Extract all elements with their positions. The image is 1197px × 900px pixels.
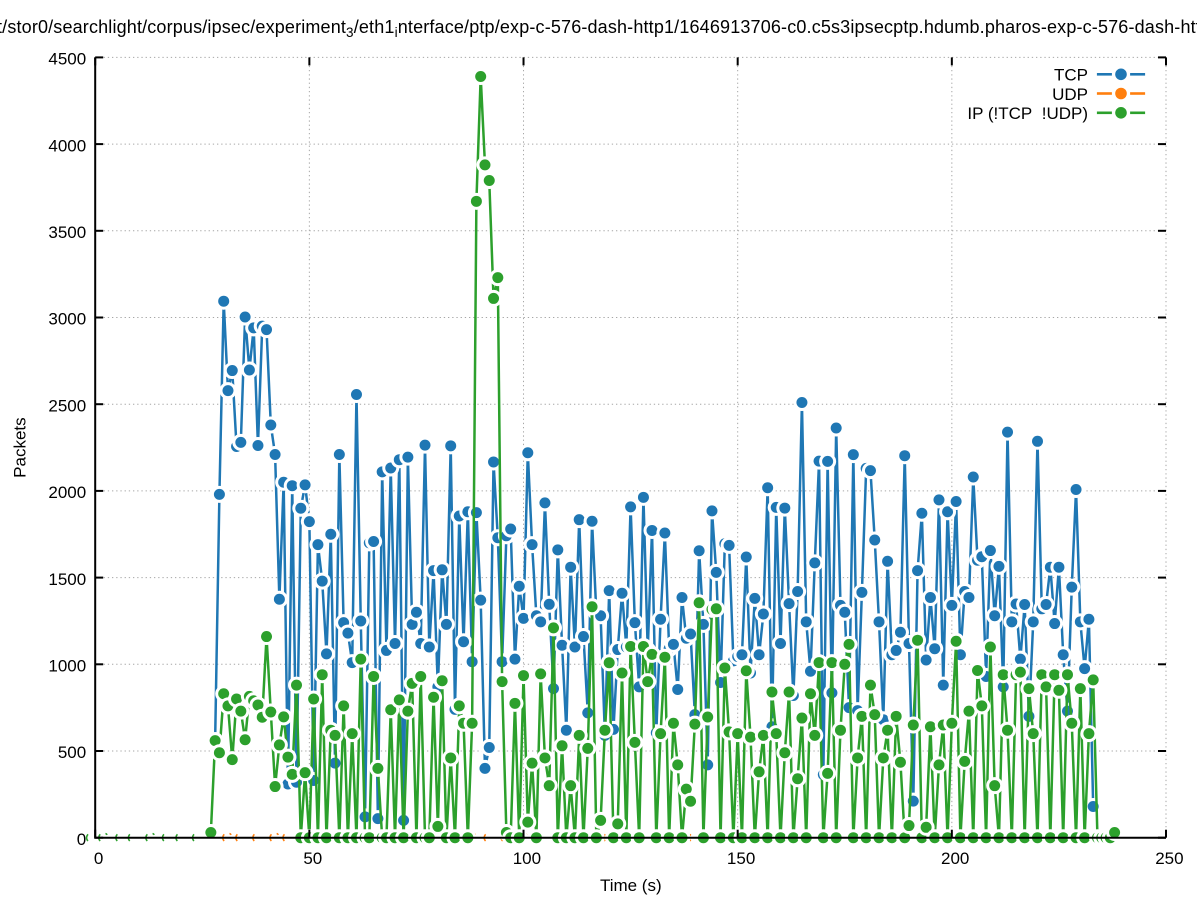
svg-text:Time (s): Time (s) — [600, 876, 662, 895]
svg-text:1500: 1500 — [48, 570, 86, 589]
svg-text:2000: 2000 — [48, 483, 86, 502]
svg-text:IP (!TCP !UDP): IP (!TCP !UDP) — [967, 104, 1088, 123]
svg-text:TCP: TCP — [1054, 66, 1088, 85]
svg-text:t/stor0/searchlight/corpus/ips: t/stor0/searchlight/corpus/ipsec/experim… — [0, 17, 1197, 40]
svg-text:200: 200 — [941, 849, 969, 868]
svg-text:3000: 3000 — [48, 310, 86, 329]
svg-text:50: 50 — [303, 849, 322, 868]
svg-text:Packets: Packets — [10, 417, 29, 477]
svg-text:150: 150 — [727, 849, 755, 868]
svg-text:0: 0 — [94, 849, 103, 868]
svg-text:3500: 3500 — [48, 223, 86, 242]
svg-text:2500: 2500 — [48, 396, 86, 415]
svg-text:4500: 4500 — [48, 50, 86, 69]
svg-text:UDP: UDP — [1052, 85, 1088, 104]
svg-text:0: 0 — [77, 830, 86, 849]
svg-text:500: 500 — [58, 743, 86, 762]
svg-text:1000: 1000 — [48, 657, 86, 676]
svg-text:100: 100 — [513, 849, 541, 868]
svg-text:250: 250 — [1155, 849, 1183, 868]
svg-text:4000: 4000 — [48, 136, 86, 155]
